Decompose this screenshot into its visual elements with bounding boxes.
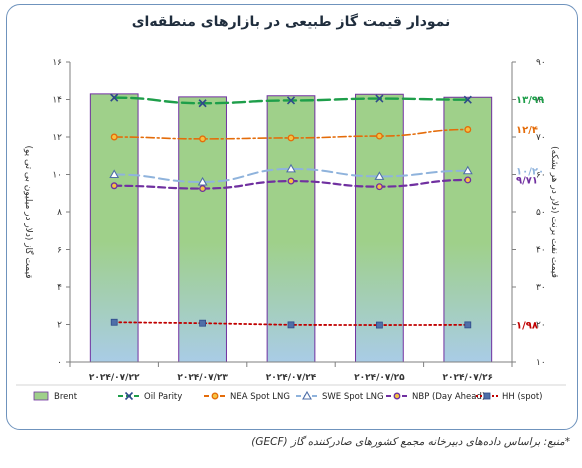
series-point-hh-4 [375,321,383,329]
series-line-swe [113,167,469,184]
series-point-swe-3 [286,163,296,173]
series-point-nbp-4 [375,183,383,191]
right-axis-title: قیمت نفت برنت (دلار در هر بشکه) [549,146,559,278]
right-tick-label: ۷۰ [536,133,546,143]
right-tick-label: ۸۰ [536,96,546,106]
legend-label-nea: NEA Spot LNG [230,392,290,402]
legend-label-nbp: NBP (Day Ahead) [412,392,485,402]
left-tick-label: ۱۴ [52,96,62,106]
legend-item-nbp: NBP (Day Ahead) [386,392,485,402]
series-point-oil_parity-1 [110,93,119,102]
series-point-nbp-2 [199,185,207,193]
x-tick-label: ۲۰۲۴/۰۷/۲۵ [354,373,405,383]
series-point-nea-4 [375,132,383,140]
series-point-hh-1 [110,318,118,326]
left-tick-label: ۲ [57,321,62,331]
series-point-swe-4 [374,171,385,180]
legend-item-oil_parity: Oil Parity [118,391,182,402]
end-label-hh: ۱/۹۸ [516,320,538,331]
left-axis-title: قیمت گاز (دلار در میلیون بی تی یو) [23,146,35,279]
series-point-swe-1 [109,169,120,179]
left-tick-label: ۸ [57,208,62,218]
series-point-oil_parity-5 [463,95,472,104]
series-point-swe-2 [197,176,208,186]
left-tick-label: ۴ [57,283,62,293]
source-note: *منبع: براساس داده‌های دبیرخانه مجمع کشو… [251,436,570,448]
left-tick-label: ۱۰ [52,171,62,181]
series-point-hh-5 [464,321,472,329]
right-tick-label: ۲۰ [536,321,546,331]
legend-label-oil_parity: Oil Parity [144,392,182,402]
legend-marker-swe [302,390,312,400]
series-point-oil_parity-3 [286,96,296,105]
x-tick-label: ۲۰۲۴/۰۷/۲۲ [89,373,140,383]
legend-marker-hh [483,392,491,400]
end-label-swe: ۱۰/۲۰ [516,166,544,177]
legend-label-swe: SWE Spot LNG [322,392,384,402]
series-point-oil_parity-2 [198,99,207,108]
legend-item-swe: SWE Spot LNG [296,390,384,402]
legend-marker-nbp [393,392,401,400]
end-label-nea: ۱۲/۴ [516,125,538,136]
right-tick-label: ۵۰ [536,208,546,218]
x-tick-label: ۲۰۲۴/۰۷/۲۳ [177,373,228,383]
legend-item-nea: NEA Spot LNG [204,392,290,402]
brent-bar-5 [443,96,493,363]
series-point-nbp-3 [287,177,295,185]
legend-label-brent: Brent [54,392,78,402]
chart-title: نمودار قیمت گاز طبیعی در بازارهای منطقه‌… [131,14,451,30]
series-point-oil_parity-4 [375,94,384,103]
series-point-nea-3 [287,134,295,142]
right-tick-label: ۴۰ [536,246,546,256]
end-label-nbp: ۹/۷۱ [516,175,538,186]
right-tick-label: ۹۰ [536,58,546,68]
series-point-nea-2 [199,135,207,143]
series-point-nea-1 [110,133,118,141]
legend-label-hh: HH (spot) [502,392,542,402]
series-point-nbp-5 [464,176,472,184]
series-point-swe-5 [462,165,473,175]
end-label-oil_parity: ۱۳/۹۹ [516,95,544,106]
series-point-hh-2 [199,319,207,327]
legend-marker-nea [211,392,219,400]
left-tick-label: ۶ [57,246,62,256]
series-point-nbp-1 [110,182,118,190]
right-tick-label: ۳۰ [536,283,546,293]
series-point-nea-5 [464,126,472,133]
left-tick-label: ۰ [57,358,62,368]
left-tick-label: ۱۲ [52,133,62,143]
legend-item-brent: Brent [33,391,78,402]
left-tick-label: ۱۶ [52,58,62,68]
right-tick-label: ۶۰ [536,171,546,181]
legend-marker-oil_parity [124,391,134,401]
x-tick-label: ۲۰۲۴/۰۷/۲۴ [266,373,317,383]
legend-item-hh: HH (spot) [476,392,542,402]
right-tick-label: ۱۰ [536,358,546,368]
legend-swatch-brent [33,391,49,401]
x-tick-label: ۲۰۲۴/۰۷/۲۶ [443,373,494,383]
series-point-hh-3 [287,321,295,329]
